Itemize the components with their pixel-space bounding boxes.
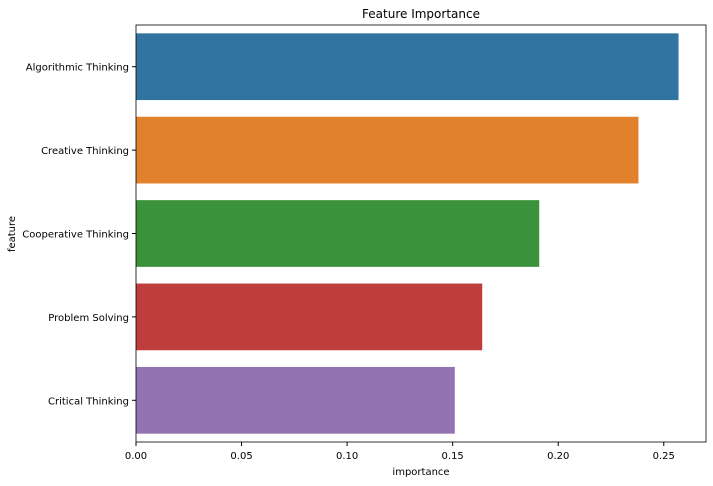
x-tick-label: 0.25 [653,451,675,462]
y-tick-label: Problem Solving [48,313,129,324]
y-tick-label: Creative Thinking [41,146,129,157]
x-tick-label: 0.10 [336,451,358,462]
y-tick-label: Critical Thinking [48,396,129,407]
bar [136,283,483,351]
bar [136,200,540,267]
x-axis-label: importance [392,467,449,478]
bar [136,366,455,434]
chart-title: Feature Importance [362,7,480,21]
plot-frame [135,24,707,443]
y-tick-label: Algorithmic Thinking [26,63,129,74]
x-tick-label: 0.20 [547,451,569,462]
y-axis-label: feature [7,216,18,252]
x-tick-label: 0.05 [230,451,252,462]
bar [136,33,679,101]
x-tick-label: 0.00 [125,451,147,462]
y-tick-label: Cooperative Thinking [22,230,129,241]
x-tick-label: 0.15 [442,451,464,462]
bar [136,116,639,184]
